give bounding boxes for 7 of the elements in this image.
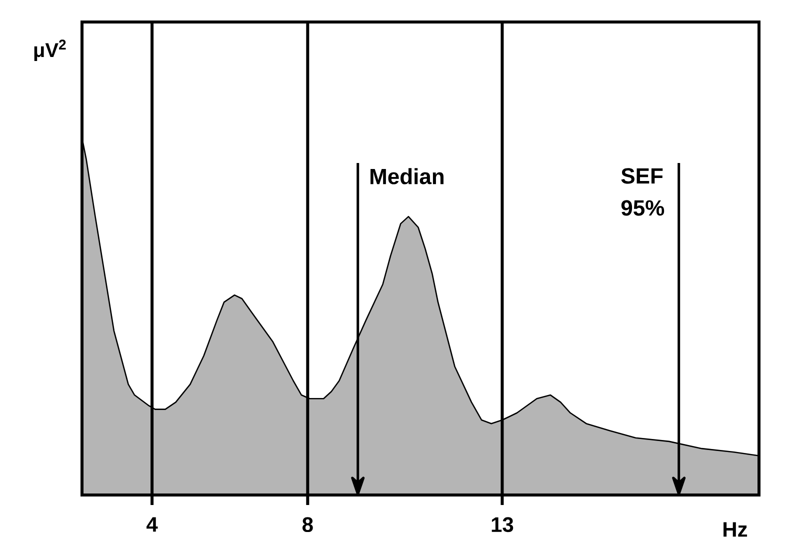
- y-axis-title: μV$^{2}$: [34, 40, 66, 62]
- x-axis-title: Hz: [724, 522, 748, 537]
- ref-line-label: SEF 95%: [621, 168, 664, 216]
- x-tick-label: 13: [492, 517, 514, 532]
- x-tick-label: 8: [302, 517, 313, 532]
- ref-line-label: Median: [370, 168, 444, 184]
- x-tick-label: 4: [146, 517, 158, 532]
